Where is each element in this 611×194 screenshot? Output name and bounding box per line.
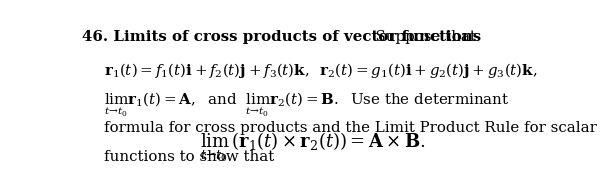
Text: Suppose that: Suppose that: [366, 30, 476, 44]
Text: formula for cross products and the Limit Product Rule for scalar: formula for cross products and the Limit…: [104, 121, 597, 135]
Text: $\lim_{t\to t_0}\mathbf{r}_1(t) = \mathbf{A},$  and  $\lim_{t\to t_0}\mathbf{r}_: $\lim_{t\to t_0}\mathbf{r}_1(t) = \mathb…: [104, 91, 509, 120]
Text: functions to show that: functions to show that: [104, 150, 274, 164]
Text: 46. Limits of cross products of vector functions: 46. Limits of cross products of vector f…: [82, 30, 481, 44]
Text: $\mathbf{r}_1(t) = f_1(t)\mathbf{i} + f_2(t)\mathbf{j} + f_3(t)\mathbf{k},\;\;$$: $\mathbf{r}_1(t) = f_1(t)\mathbf{i} + f_…: [104, 61, 537, 80]
Text: $\lim_{t\to t_0}\,(\mathbf{r}_1(t)\times\mathbf{r}_2(t)) = \mathbf{A}\times\math: $\lim_{t\to t_0}\,(\mathbf{r}_1(t)\times…: [200, 130, 426, 164]
